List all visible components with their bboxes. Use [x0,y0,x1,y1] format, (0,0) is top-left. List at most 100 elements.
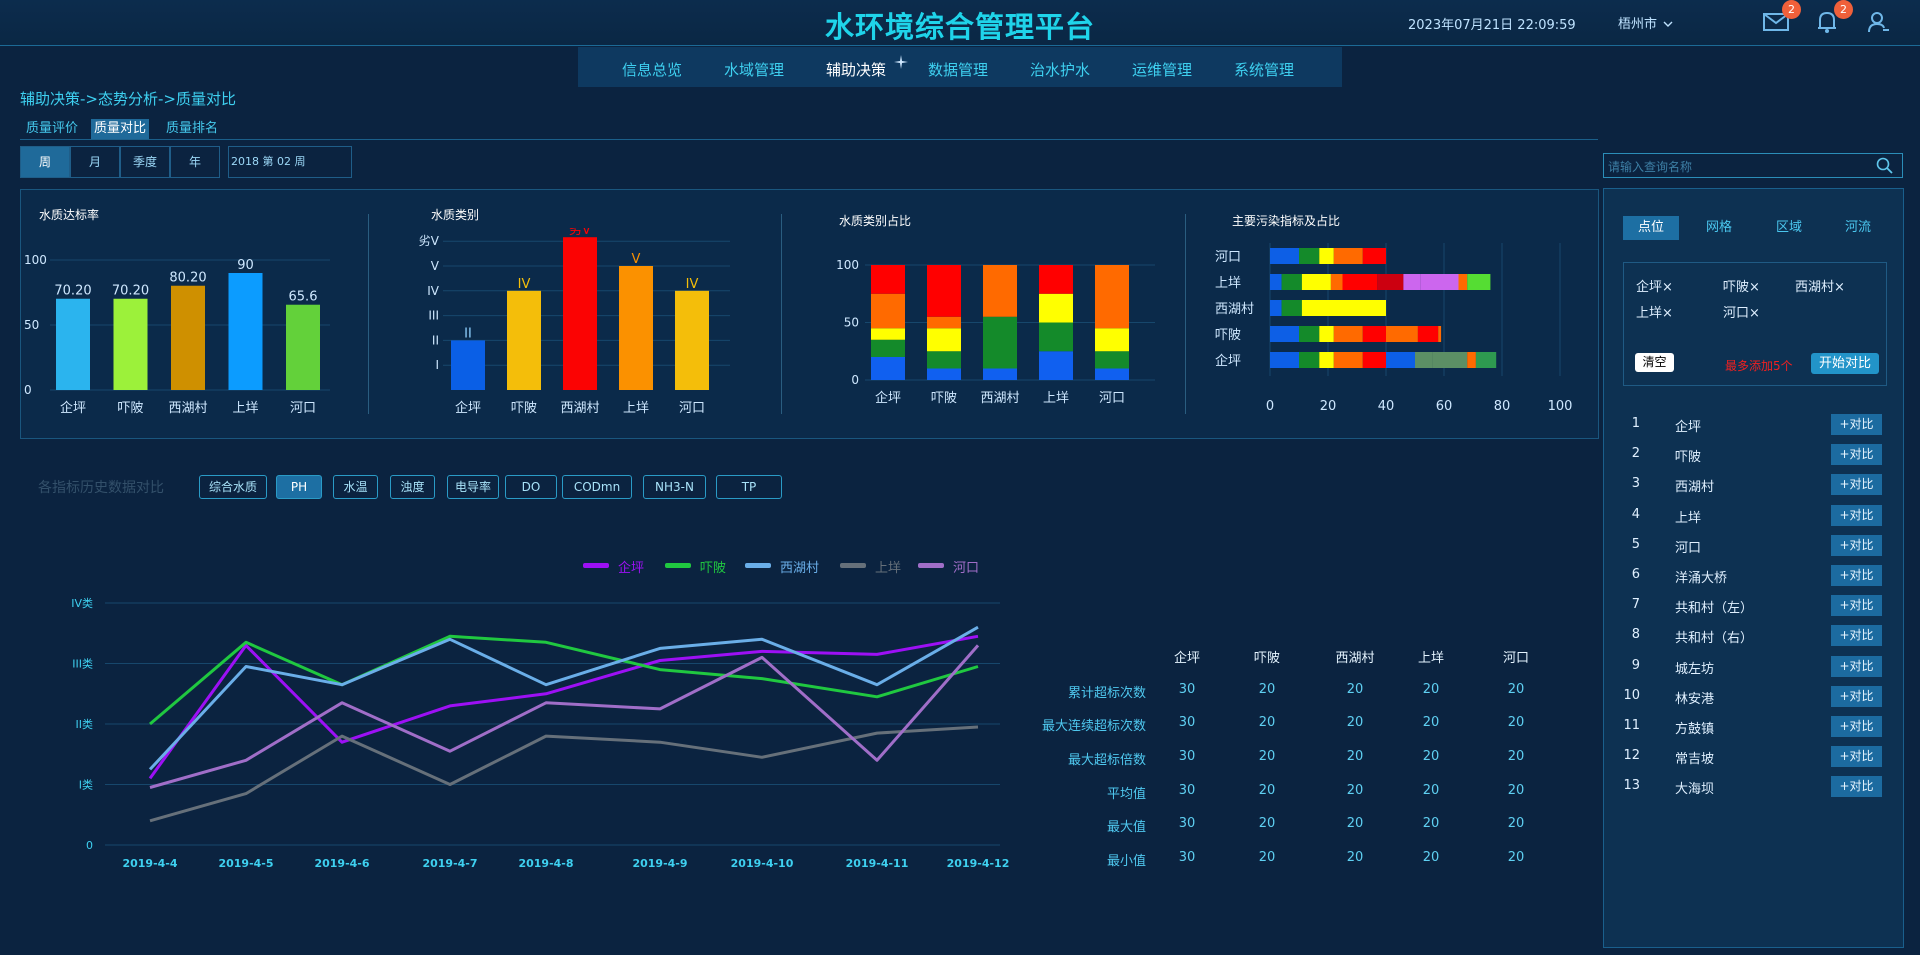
point-name: 城左坊 [1675,661,1715,677]
filter-nh3n[interactable]: NH3-N [643,475,706,499]
selected-chip[interactable]: 吓陂× [1723,280,1760,295]
stats-row-label: 最大值 [1106,820,1146,835]
start-compare-button[interactable]: 开始对比 [1811,353,1879,374]
tab-area[interactable]: 区域 [1775,220,1802,235]
add-compare-button[interactable]: +对比 [1831,685,1882,707]
stack-segment [927,328,961,352]
tab-river[interactable]: 河流 [1844,220,1871,235]
week-picker[interactable]: 2018 第 02 周 [228,146,352,178]
city-label: 梧州市 [1618,17,1658,32]
search-input[interactable] [1604,154,1870,179]
add-compare-button[interactable]: +对比 [1831,474,1882,496]
selected-chip[interactable]: 企坪× [1636,280,1673,295]
add-compare-button[interactable]: +对比 [1831,565,1882,586]
x-tick-label: 上垟 [623,401,649,416]
nav-item-governance[interactable]: 治水护水 [1030,61,1091,79]
filter-water-temp[interactable]: 水温 [333,475,378,499]
tab-point[interactable]: 点位 [1623,216,1679,240]
app-title: 水环境综合管理平台 [824,10,1095,44]
clear-button[interactable]: 清空 [1635,353,1674,372]
bar-value-label: 70.20 [112,284,149,299]
tab-grid[interactable]: 网格 [1705,220,1732,235]
selected-chip[interactable]: 西湖村× [1795,280,1845,295]
user-icon[interactable] [1867,10,1893,34]
nav-item-data[interactable]: 数据管理 [928,61,989,79]
bar [171,285,205,390]
filter-turbidity[interactable]: 浊度 [390,475,435,499]
tab-quality-evaluation[interactable]: 质量评价 [26,121,79,136]
nav-item-decision[interactable]: 辅助决策 [826,61,887,79]
stack-segment [1095,328,1129,352]
stack-segment [927,265,961,317]
class-ratio-chart: 100 50 0 企坪 吓陂 西湖村 上垟 河口 [836,258,1155,406]
filter-codmn[interactable]: CODmn [562,475,632,499]
nav-item-overview[interactable]: 信息总览 [622,61,683,79]
stats-row-label: 累计超标次数 [1067,686,1146,701]
add-compare-button[interactable]: +对比 [1831,444,1882,466]
stats-cell: 20 [1346,816,1364,831]
filter-ph[interactable]: PH [276,475,322,499]
add-compare-button[interactable]: +对比 [1831,534,1882,556]
add-compare-button[interactable]: +对比 [1831,776,1882,798]
chevron-down-icon [1663,21,1673,27]
x-tick-label: 河口 [290,401,316,416]
city-select[interactable]: 梧州市 [1618,13,1673,32]
filter-tp[interactable]: TP [716,475,782,499]
stack-segment [1362,248,1386,264]
point-index: 8 [1631,627,1640,643]
period-tab-month[interactable]: 月 [70,146,120,178]
legend-swatch [665,563,691,568]
point-index: 1 [1631,416,1640,431]
add-compare-button[interactable]: +对比 [1831,595,1882,617]
filter-do[interactable]: DO [505,475,557,499]
add-compare-button[interactable]: +对比 [1831,655,1882,677]
history-label: 各指标历史数据对比 [38,480,164,496]
selected-chip[interactable]: 河口× [1723,306,1760,321]
add-compare-button[interactable]: +对比 [1831,716,1882,737]
search-box [1603,153,1903,179]
add-compare-button[interactable]: +对比 [1831,504,1882,526]
mail-icon[interactable]: 2 [1763,0,1801,34]
legend-label: 西湖村 [780,561,819,576]
x-tick-label: 2019-4-4 [122,857,177,870]
x-tick-label: 2019-4-7 [422,857,477,870]
stats-cell: 20 [1507,715,1525,730]
nav-item-operations[interactable]: 运维管理 [1132,61,1193,79]
add-compare-button[interactable]: +对比 [1831,746,1882,768]
header-bar [0,0,1920,46]
tab-quality-compare[interactable]: 质量对比 [91,119,150,139]
nav-item-water-domain[interactable]: 水域管理 [724,61,785,79]
stack-segment [1438,326,1442,342]
point-index: 4 [1631,506,1640,522]
period-tab-quarter[interactable]: 季度 [120,146,170,178]
search-icon[interactable] [1876,157,1894,175]
stack-segment [983,265,1017,317]
add-compare-button[interactable]: +对比 [1831,625,1882,647]
series-line [149,634,979,726]
point-index: 12 [1623,748,1640,764]
x-tick-label: 40 [1378,399,1395,414]
point-name: 上垟 [1675,510,1702,526]
point-index: 11 [1623,718,1640,733]
stats-cell: 20 [1422,850,1440,865]
filter-composite[interactable]: 综合水质 [199,475,267,499]
selected-chip[interactable]: 上垟× [1636,306,1673,321]
x-tick-label: 上垟 [1043,391,1069,406]
y-tick-label: 0 [86,839,93,852]
stats-cell: 20 [1507,682,1525,697]
stack-segment [1330,274,1343,290]
period-tab-week[interactable]: 周 [20,146,70,178]
bell-icon[interactable]: 2 [1815,0,1853,34]
bar [507,290,541,390]
filter-conductivity[interactable]: 电导率 [447,475,499,499]
stack-segment [927,316,961,329]
add-compare-button[interactable]: +对比 [1831,414,1882,435]
period-tab-year[interactable]: 年 [170,146,220,178]
point-index: 13 [1623,778,1640,794]
point-name: 共和村（左） [1675,601,1754,617]
nav-item-system[interactable]: 系统管理 [1234,61,1295,79]
tab-quality-ranking[interactable]: 质量排名 [166,121,219,136]
x-tick-label: 2019-4-6 [314,857,369,870]
stats-cell: 20 [1422,816,1440,831]
